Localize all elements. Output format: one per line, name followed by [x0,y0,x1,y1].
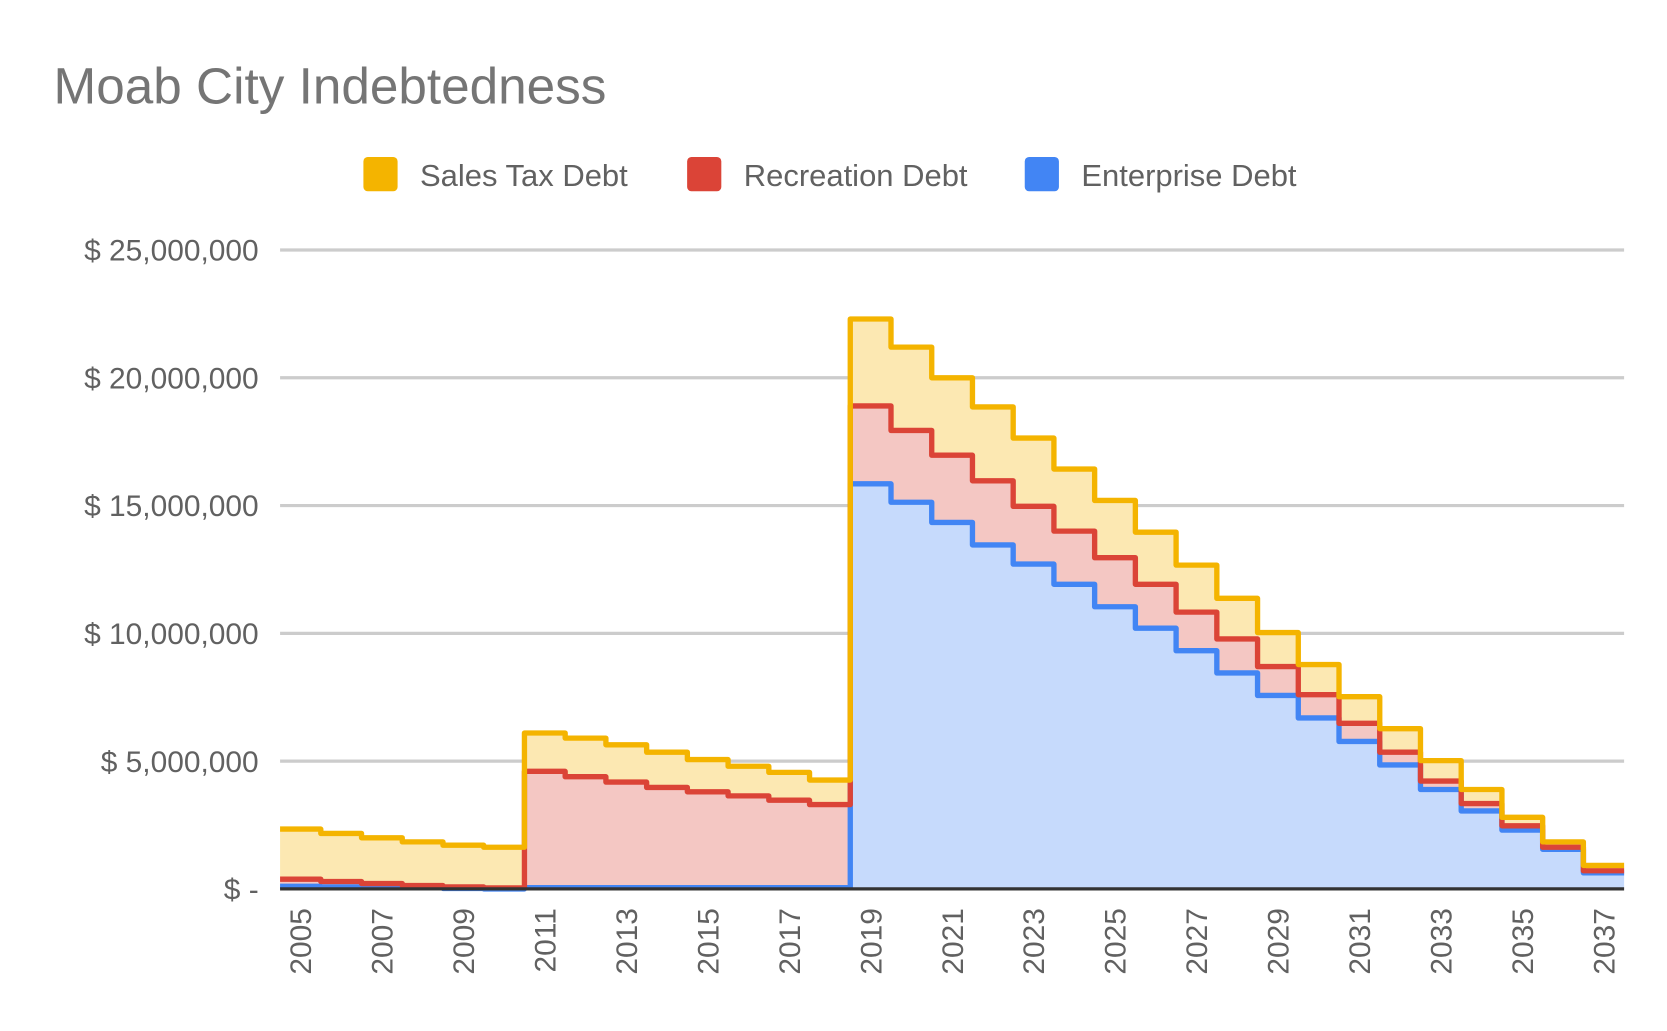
recreation-debt-area [280,405,1625,889]
legend: Sales Tax Debt Recreation Debt Enterprise … [363,157,1297,193]
x-tick-label: 2015 [692,908,725,975]
x-tick-label: 2021 [937,908,970,975]
sales-tax-debt-legend-swatch [363,157,398,192]
x-tick-label: 2029 [1263,908,1296,975]
x-tick-label: 2033 [1426,908,1459,975]
x-tick-label: 2031 [1344,908,1377,975]
x-tick-label: 2037 [1588,908,1621,975]
y-tick-label: $ - [224,874,259,907]
x-tick-label: 2027 [1181,908,1214,975]
recreation-debt-legend-label: Recreation Debt [744,158,968,193]
chart-title: Moab City Indebtedness [54,58,607,115]
x-tick-label: 2025 [1100,908,1133,975]
recreation-debt-legend-swatch [687,157,722,192]
enterprise-debt-legend-label: Enterprise Debt [1081,158,1297,193]
y-tick-label: $ 20,000,000 [84,362,259,395]
x-tick-label: 2035 [1507,908,1540,975]
x-axis: 2005 2007 2009 2011 2013 2015 2017 2019 2021 2023… [285,908,1621,975]
x-tick-label: 2013 [611,908,644,975]
x-tick-label: 2007 [367,908,400,975]
x-tick-label: 2019 [855,908,888,975]
x-tick-label: 2005 [285,908,318,975]
sales-tax-debt-line [280,316,1625,869]
y-tick-label: $ 15,000,000 [84,490,259,523]
y-axis: $ - $ 5,000,000 $ 10,000,000 $ 15,000,000 $ … [84,235,259,907]
y-tick-label: $ 10,000,000 [84,618,259,651]
x-tick-label: 2011 [529,908,562,972]
y-tick-label: $ 5,000,000 [101,746,259,779]
x-tick-label: 2023 [1018,908,1051,975]
x-tick-label: 2017 [774,908,807,975]
x-tick-label: 2009 [448,908,481,975]
sales-tax-debt-legend-label: Sales Tax Debt [420,158,628,193]
enterprise-debt-legend-swatch [1024,157,1059,192]
series-areas [280,319,1625,889]
enterprise-debt-area [280,483,1625,889]
y-tick-label: $ 25,000,000 [84,235,259,268]
